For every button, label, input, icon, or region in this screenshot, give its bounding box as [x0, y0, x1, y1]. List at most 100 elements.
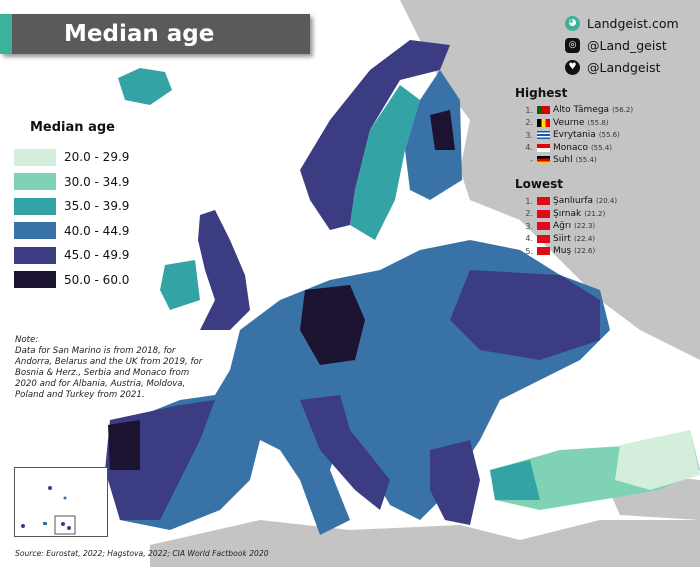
ukraine	[450, 270, 600, 360]
legend-item: 40.0 - 44.9	[14, 219, 129, 244]
canary-islands-inset	[14, 467, 108, 537]
globe-icon: ◕	[565, 15, 580, 31]
norway	[300, 40, 450, 230]
legend-label: 20.0 - 29.9	[64, 150, 130, 165]
region-name: Veurne	[553, 117, 585, 128]
page-title: Median age	[64, 21, 215, 47]
region-name: Alto Tâmega	[553, 105, 610, 116]
region-value: (22.3)	[574, 222, 596, 231]
legend-label: 35.0 - 39.9	[64, 199, 130, 214]
social-website[interactable]: ◕ Landgeist.com	[565, 12, 679, 34]
region-value: (22.4)	[573, 234, 596, 243]
legend-swatch	[14, 173, 56, 191]
iceland	[118, 68, 172, 105]
social-links: ◕ Landgeist.com ◎ @Land_geist ♥ @Landgeist	[565, 12, 679, 78]
rank-number: 3.	[525, 130, 533, 140]
lowest-list: Lowest 1. Şanlıurfa (20.4) 2. Şırnak (21.2) 3. A…	[515, 177, 617, 258]
social-twitter[interactable]: ♥ @Landgeist	[565, 56, 679, 78]
region-name: Monaco	[553, 142, 588, 153]
monaco-flag-icon	[537, 143, 550, 152]
ranking-item: 4. Siirt (22.4)	[515, 233, 617, 246]
social-instagram[interactable]: ◎ @Land_geist	[565, 34, 679, 56]
region-name: Ağrı	[553, 221, 572, 232]
germany-flag-icon	[537, 156, 550, 165]
instagram-icon: ◎	[565, 37, 580, 53]
region-value: (56.2)	[612, 106, 634, 115]
legend: Median age 20.0 - 29.9 30.0 - 34.9 35.0 - …	[14, 120, 129, 292]
legend-item: 20.0 - 29.9	[14, 145, 129, 170]
africa-land	[150, 520, 700, 567]
italy	[300, 395, 390, 510]
turkey-west	[490, 460, 540, 500]
region-name: Suhl	[553, 155, 573, 166]
legend-item: 30.0 - 34.9	[14, 170, 129, 195]
rank-number: 1.	[525, 196, 533, 206]
source: Source: Eurostat, 2022; Hagstova, 2022; …	[15, 549, 269, 558]
social-text: @Land_geist	[587, 37, 667, 53]
greece-flag-icon	[537, 131, 550, 140]
highest-list: Highest 1. Alto Tâmega (56.2) 2. Veurne (55.8)…	[515, 86, 633, 167]
region-value: (20.4)	[596, 197, 618, 206]
legend-title: Median age	[30, 120, 115, 135]
russia-land	[400, 0, 700, 360]
ranking-item: 3. Evrytania (55.6)	[515, 129, 633, 142]
rank-number: 3.	[525, 221, 533, 231]
legend-swatch	[14, 271, 56, 289]
social-text: Landgeist.com	[587, 15, 679, 31]
ranking-item: 5. Muş (22.6)	[515, 245, 617, 258]
region-value: (55.4)	[590, 143, 613, 152]
turkey-flag-icon	[537, 222, 550, 231]
legend-swatch	[14, 148, 56, 166]
title-bar: Median age	[0, 14, 310, 54]
rank-number: 4.	[525, 234, 533, 244]
legend-label: 45.0 - 49.9	[64, 248, 130, 263]
region-value: (21.2)	[584, 209, 606, 218]
turkey-flag-icon	[537, 209, 550, 218]
rank-number: 1.	[525, 105, 533, 115]
ranking-item: 2. Veurne (55.8)	[515, 117, 633, 130]
sweden	[350, 85, 420, 240]
portugal-flag-icon	[537, 106, 550, 115]
legend-label: 30.0 - 34.9	[64, 174, 130, 189]
legend-item: 35.0 - 39.9	[14, 194, 129, 219]
rank-number: 2.	[525, 118, 533, 128]
rank-number: -	[530, 155, 533, 165]
greece	[430, 440, 480, 525]
twitter-icon: ♥	[565, 59, 580, 75]
region-name: Şanlıurfa	[553, 196, 594, 207]
turkey-flag-icon	[537, 234, 550, 243]
legend-item: 45.0 - 49.9	[14, 243, 129, 268]
note-text: Data for San Marino is from 2018, for An…	[15, 346, 203, 400]
highest-title: Highest	[515, 86, 568, 100]
rank-number: 4.	[525, 143, 533, 153]
portugal-north	[108, 420, 140, 470]
ranking-item: 3. Ağrı (22.3)	[515, 220, 617, 233]
ranking-item: 2. Şırnak (21.2)	[515, 208, 617, 221]
note-heading: Note:	[15, 335, 39, 345]
region-name: Evrytania	[553, 130, 596, 141]
legend-swatch	[14, 222, 56, 240]
note: Note: Data for San Marino is from 2018, f…	[15, 335, 210, 401]
lowest-title: Lowest	[515, 177, 563, 191]
region-value: (55.6)	[598, 131, 620, 140]
region-value: (55.8)	[587, 118, 609, 127]
legend-swatch	[14, 246, 56, 264]
turkey-flag-icon	[537, 247, 550, 256]
region-name: Muş	[553, 246, 572, 257]
social-text: @Landgeist	[587, 59, 661, 75]
ranking-item: 1. Şanlıurfa (20.4)	[515, 195, 617, 208]
great-britain	[198, 210, 250, 330]
region-value: (22.6)	[574, 247, 596, 256]
turkey-east	[615, 430, 700, 490]
germany	[300, 285, 365, 365]
region-name: Şırnak	[553, 208, 582, 219]
ranking-item: 1. Alto Tâmega (56.2)	[515, 104, 633, 117]
legend-item: 50.0 - 60.0	[14, 268, 129, 293]
region-value: (55.4)	[575, 156, 597, 165]
rank-number: 2.	[525, 209, 533, 219]
region-name: Siirt	[553, 233, 571, 244]
finland-east	[430, 110, 455, 150]
legend-swatch	[14, 197, 56, 215]
legend-label: 40.0 - 44.9	[64, 223, 130, 238]
